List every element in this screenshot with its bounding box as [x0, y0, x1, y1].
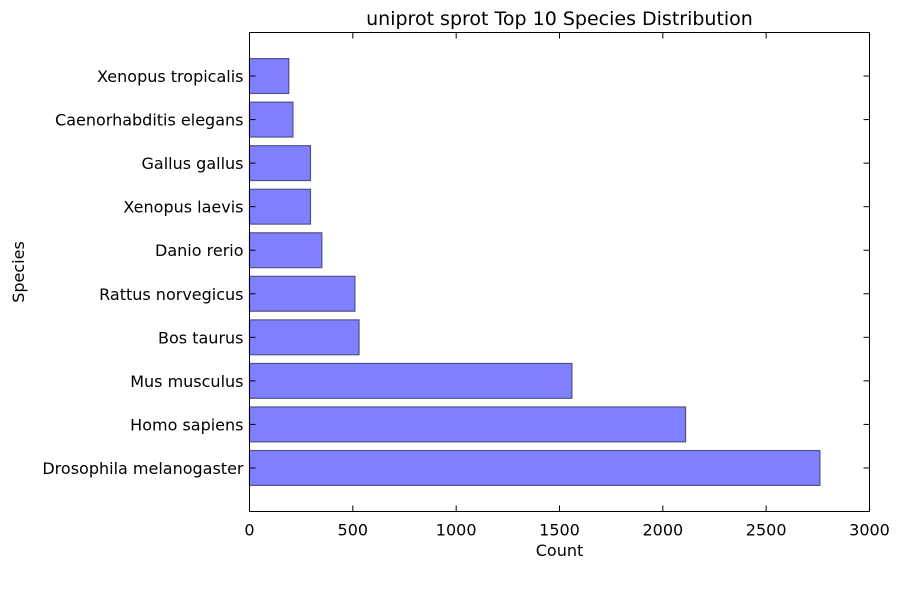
bar-gallus-gallus: [248, 145, 312, 182]
plot-frame: [249, 32, 870, 512]
chart-title: uniprot sprot Top 10 Species Distributio…: [366, 8, 753, 30]
bar-danio-rerio: [248, 232, 323, 269]
y-tick-label: Xenopus laevis: [123, 198, 243, 217]
bar-caenorhabditis-elegans: [248, 101, 294, 138]
bar-bos-taurus: [248, 319, 360, 356]
y-tick-label: Danio rerio: [155, 241, 243, 260]
ticks-layer: Drosophila melanogaster Homo sapiens Mus m…: [42, 32, 890, 540]
bar-xenopus-laevis: [248, 188, 312, 225]
x-tick-label: 2500: [746, 521, 787, 540]
bar-homo-sapiens: [248, 406, 687, 443]
x-axis-title: Count: [536, 541, 584, 560]
x-tick-label: 500: [338, 521, 369, 540]
y-tick-label: Homo sapiens: [130, 415, 243, 434]
x-tick-label: 1000: [436, 521, 477, 540]
y-tick-label: Xenopus tropicalis: [97, 67, 243, 86]
x-tick-label: 0: [244, 521, 254, 540]
y-tick-label: Caenorhabditis elegans: [55, 111, 243, 130]
bars-layer: [248, 58, 821, 486]
y-tick-label: Mus musculus: [130, 372, 243, 391]
y-tick-label: Gallus gallus: [142, 154, 244, 173]
bar-drosophila-melanogaster: [248, 449, 821, 486]
bar-mus-musculus: [248, 362, 573, 399]
bar-rattus-norvegicus: [248, 275, 356, 312]
y-tick-label: Drosophila melanogaster: [42, 459, 244, 478]
y-axis-title: Species: [9, 241, 28, 303]
x-tick-label: 1500: [539, 521, 580, 540]
x-tick-label: 2000: [642, 521, 683, 540]
y-tick-label: Bos taurus: [158, 328, 243, 347]
y-tick-label: Rattus norvegicus: [99, 285, 243, 304]
x-tick-label: 3000: [849, 521, 890, 540]
